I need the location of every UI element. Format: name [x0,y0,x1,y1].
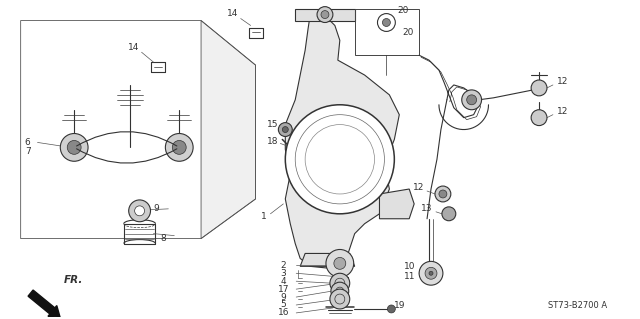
Text: 20: 20 [403,28,414,37]
Circle shape [134,206,145,216]
Circle shape [334,257,346,269]
Text: 12: 12 [557,107,568,116]
Circle shape [331,282,349,300]
Circle shape [278,122,292,137]
Text: 12: 12 [413,182,425,191]
Circle shape [425,267,437,279]
Circle shape [326,249,354,277]
Circle shape [442,207,456,221]
Circle shape [321,11,329,19]
Text: 4: 4 [280,277,286,286]
Circle shape [330,273,349,293]
Circle shape [467,95,477,105]
Text: 16: 16 [278,308,289,317]
Circle shape [317,7,333,23]
Text: ST73-B2700 A: ST73-B2700 A [548,301,607,310]
Text: 2: 2 [280,261,286,270]
Circle shape [531,80,547,96]
Circle shape [419,261,443,285]
Text: 14: 14 [128,43,140,52]
Circle shape [282,127,288,132]
Polygon shape [295,9,355,20]
Polygon shape [380,189,414,219]
Circle shape [461,90,481,110]
Text: 19: 19 [394,301,405,310]
Circle shape [330,289,349,309]
Text: 9: 9 [280,293,286,301]
Text: 18: 18 [267,137,278,146]
Circle shape [387,305,396,313]
Text: 8: 8 [161,234,166,243]
Text: 6: 6 [25,138,31,147]
Text: 3: 3 [280,269,286,278]
Circle shape [383,19,390,26]
Circle shape [435,186,451,202]
Text: 7: 7 [25,147,31,156]
Text: 5: 5 [280,300,286,309]
Text: 20: 20 [397,6,409,15]
Text: 11: 11 [403,272,415,281]
Circle shape [172,140,186,154]
Text: 17: 17 [278,285,289,293]
Text: 12: 12 [557,78,568,86]
Circle shape [129,200,150,222]
Circle shape [60,134,88,161]
Circle shape [429,271,433,275]
Text: FR.: FR. [64,275,84,285]
Polygon shape [201,20,255,239]
Polygon shape [285,16,399,268]
Text: 10: 10 [403,262,415,271]
Text: 15: 15 [267,120,278,129]
Text: 13: 13 [421,204,433,213]
Text: 1: 1 [260,212,266,221]
Circle shape [67,140,81,154]
Circle shape [165,134,193,161]
Circle shape [285,105,394,214]
Circle shape [531,110,547,126]
Text: 9: 9 [154,204,159,213]
Polygon shape [300,254,355,266]
Circle shape [439,190,447,198]
Text: 14: 14 [227,9,239,18]
FancyArrow shape [28,290,60,317]
